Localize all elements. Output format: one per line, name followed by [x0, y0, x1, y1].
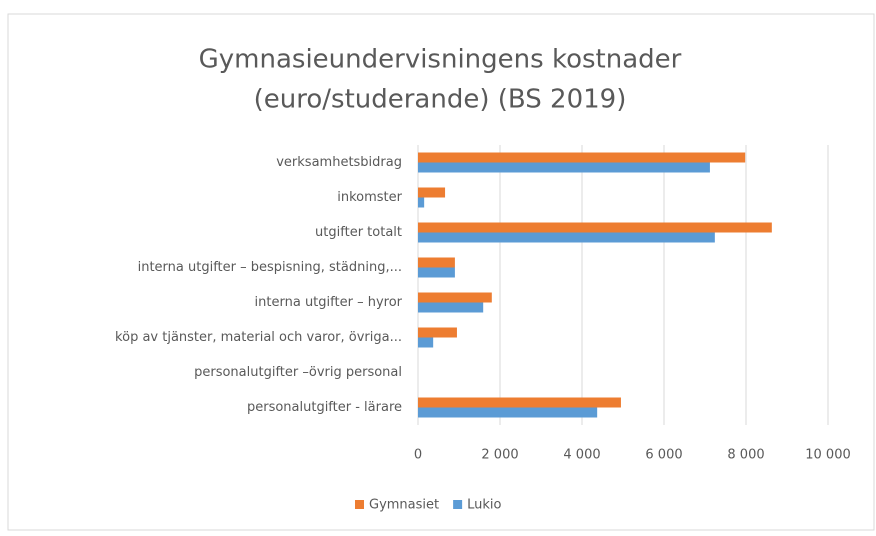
bar	[418, 162, 710, 173]
legend-swatch	[453, 500, 463, 509]
bar	[418, 337, 434, 348]
y-tick-label: inkomster	[337, 190, 402, 205]
y-tick-label: utgifter totalt	[315, 225, 402, 240]
legend-label: Lukio	[467, 498, 501, 513]
bar	[418, 267, 455, 278]
chart-title: (euro/studerande) (BS 2019)	[254, 85, 627, 115]
legend-label: Gymnasiet	[369, 498, 439, 513]
bar	[418, 232, 715, 243]
y-tick-label: interna utgifter – hyror	[255, 295, 403, 310]
bar	[418, 292, 492, 303]
x-tick-label: 2 000	[481, 448, 518, 463]
x-tick-label: 0	[414, 448, 422, 463]
y-tick-label: verksamhetsbidrag	[276, 155, 402, 170]
y-tick-label: köp av tjänster, material och varor, övr…	[115, 330, 402, 345]
x-tick-label: 6 000	[645, 448, 682, 463]
bar	[418, 197, 425, 208]
bar	[418, 152, 746, 163]
x-tick-label: 8 000	[727, 448, 764, 463]
x-tick-label: 10 000	[805, 448, 851, 463]
bar	[418, 327, 457, 338]
bar	[418, 222, 772, 233]
bar	[418, 187, 446, 198]
bar	[418, 397, 621, 408]
y-tick-label: interna utgifter – bespisning, städning,…	[138, 260, 402, 275]
bar	[418, 302, 484, 313]
x-tick-label: 4 000	[563, 448, 600, 463]
y-tick-label: personalutgifter –övrig personal	[194, 365, 402, 380]
bar	[418, 257, 455, 268]
bar	[418, 407, 598, 418]
legend-swatch	[355, 500, 364, 509]
chart-title: Gymnasieundervisningens kostnader	[199, 45, 682, 75]
y-tick-label: personalutgifter - lärare	[247, 400, 402, 415]
